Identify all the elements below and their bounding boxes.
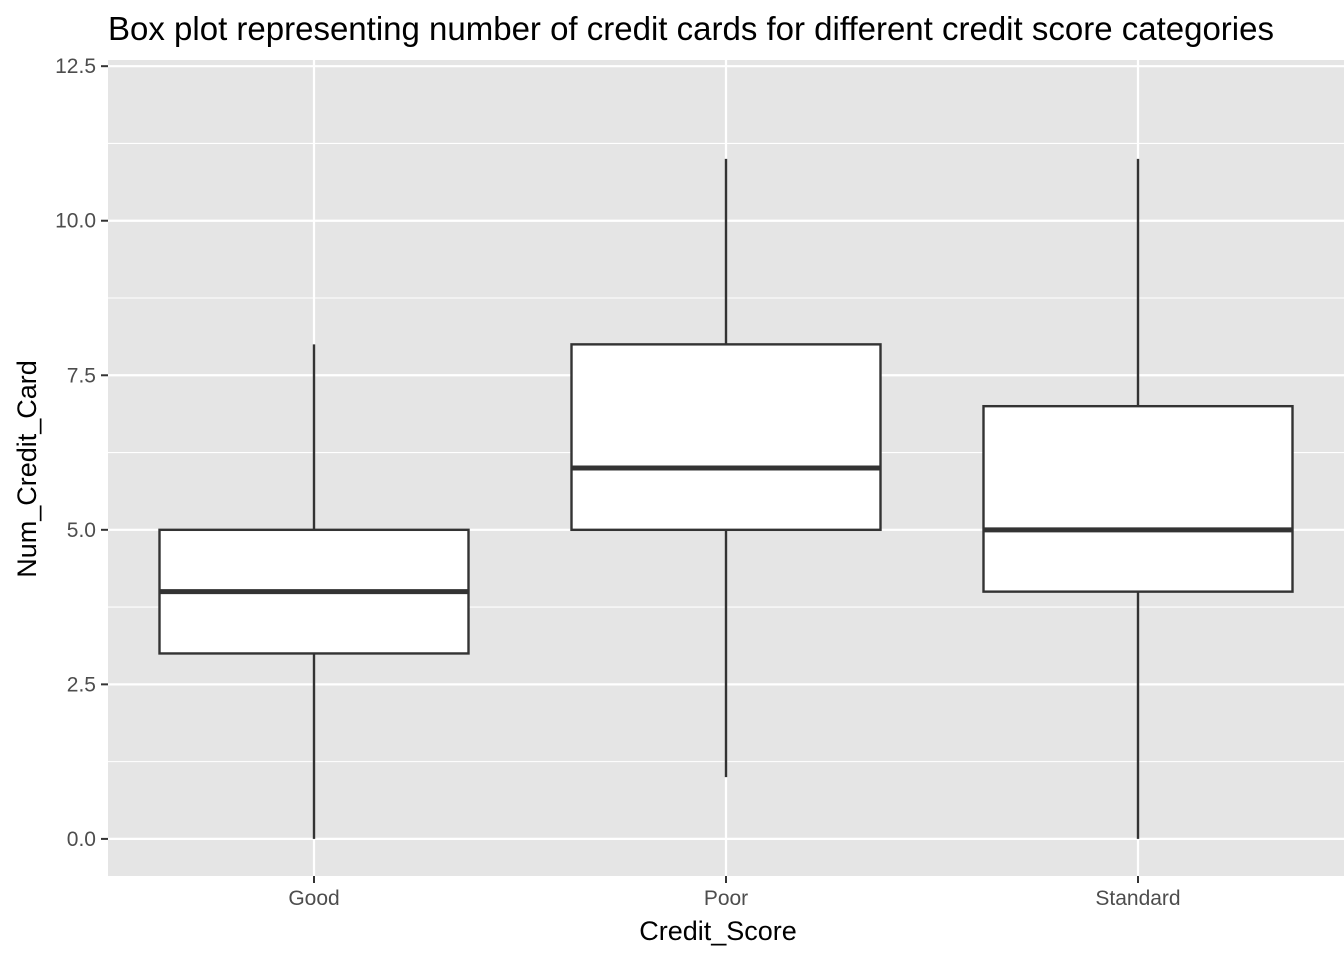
y-tick-label: 12.5 [55,55,96,78]
y-tick-label: 5.0 [67,519,96,542]
box-poor [570,158,882,778]
x-tick-label: Standard [1095,887,1180,910]
x-tick-label: Good [288,887,339,910]
box-standard [982,158,1294,839]
x-tick-label: Poor [704,887,748,910]
box-iqr [570,343,882,532]
box-iqr [982,404,1294,593]
x-axis-title: Credit_Score [639,916,797,946]
y-tick-label: 10.0 [55,210,96,233]
y-tick-label: 7.5 [67,364,96,387]
y-axis-title: Num_Credit_Card [12,360,42,578]
y-tick-label: 2.5 [67,673,96,696]
chart-title: Box plot representing number of credit c… [108,10,1274,47]
y-tick-label: 0.0 [67,828,96,851]
x-axis: Good Poor Standard [288,876,1181,910]
boxes [158,158,1294,839]
y-axis: 0.0 2.5 5.0 7.5 10.0 12.5 [55,55,108,851]
box-good [158,344,470,839]
